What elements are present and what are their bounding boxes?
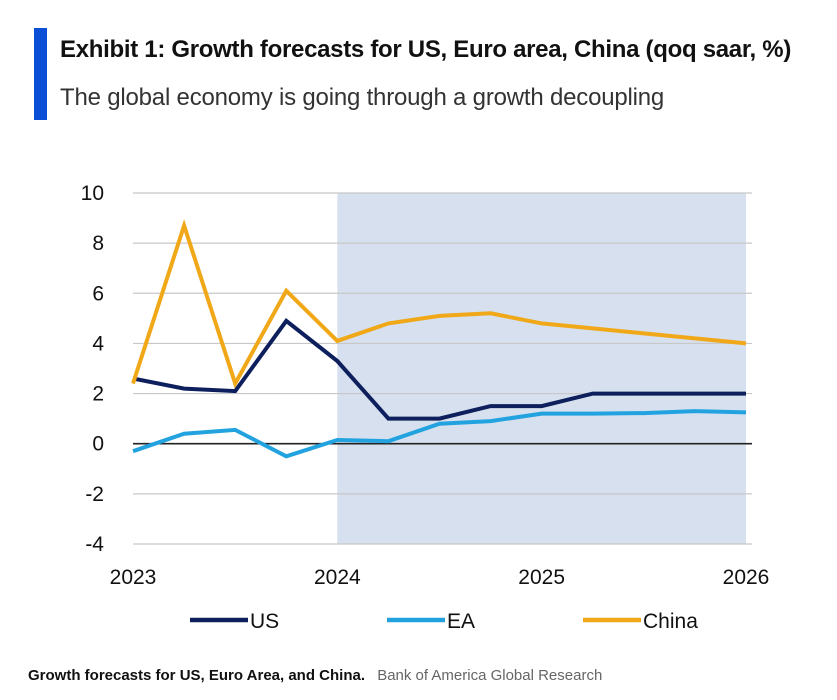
forecast-shade-group bbox=[337, 193, 746, 544]
y-tick-label: -2 bbox=[85, 483, 104, 506]
caption-source: Bank of America Global Research bbox=[377, 667, 603, 684]
figure-caption: Growth forecasts for US, Euro Area, and … bbox=[28, 667, 602, 684]
y-tick-label: 0 bbox=[92, 433, 104, 456]
y-tick-label: 8 bbox=[92, 232, 104, 255]
line-chart: 10 8 6 4 2 0 -2 -4 2023 2024 2025 2026 US EA China bbox=[81, 182, 770, 633]
series-line-us bbox=[132, 318, 746, 421]
x-tick-label: 2025 bbox=[518, 566, 565, 589]
legend-label-us: US bbox=[250, 610, 279, 633]
legend-label-ea: EA bbox=[447, 610, 475, 633]
series-line-china bbox=[131, 219, 747, 389]
y-tick-label: -4 bbox=[85, 533, 104, 556]
title-accent-bar bbox=[34, 28, 47, 120]
y-tick-label: 6 bbox=[92, 282, 104, 305]
y-tick-label: 2 bbox=[92, 383, 104, 406]
y-tick-label: 4 bbox=[92, 332, 104, 355]
y-tick-label: 10 bbox=[81, 182, 104, 205]
y-axis-ticks: 10 8 6 4 2 0 -2 -4 bbox=[81, 182, 105, 556]
x-tick-label: 2024 bbox=[314, 566, 361, 589]
legend: US EA China bbox=[190, 610, 698, 633]
chart-title: Exhibit 1: Growth forecasts for US, Euro… bbox=[60, 36, 792, 63]
series-lines bbox=[131, 219, 747, 459]
chart-subtitle: The global economy is going through a gr… bbox=[60, 84, 665, 111]
legend-label-china: China bbox=[643, 610, 698, 633]
x-axis-ticks: 2023 2024 2025 2026 bbox=[110, 566, 770, 589]
forecast-shaded-region bbox=[337, 193, 746, 544]
caption-text: Growth forecasts for US, Euro Area, and … bbox=[28, 667, 366, 684]
x-tick-label: 2026 bbox=[723, 566, 770, 589]
x-tick-label: 2023 bbox=[110, 566, 157, 589]
series-line-ea bbox=[132, 409, 747, 459]
